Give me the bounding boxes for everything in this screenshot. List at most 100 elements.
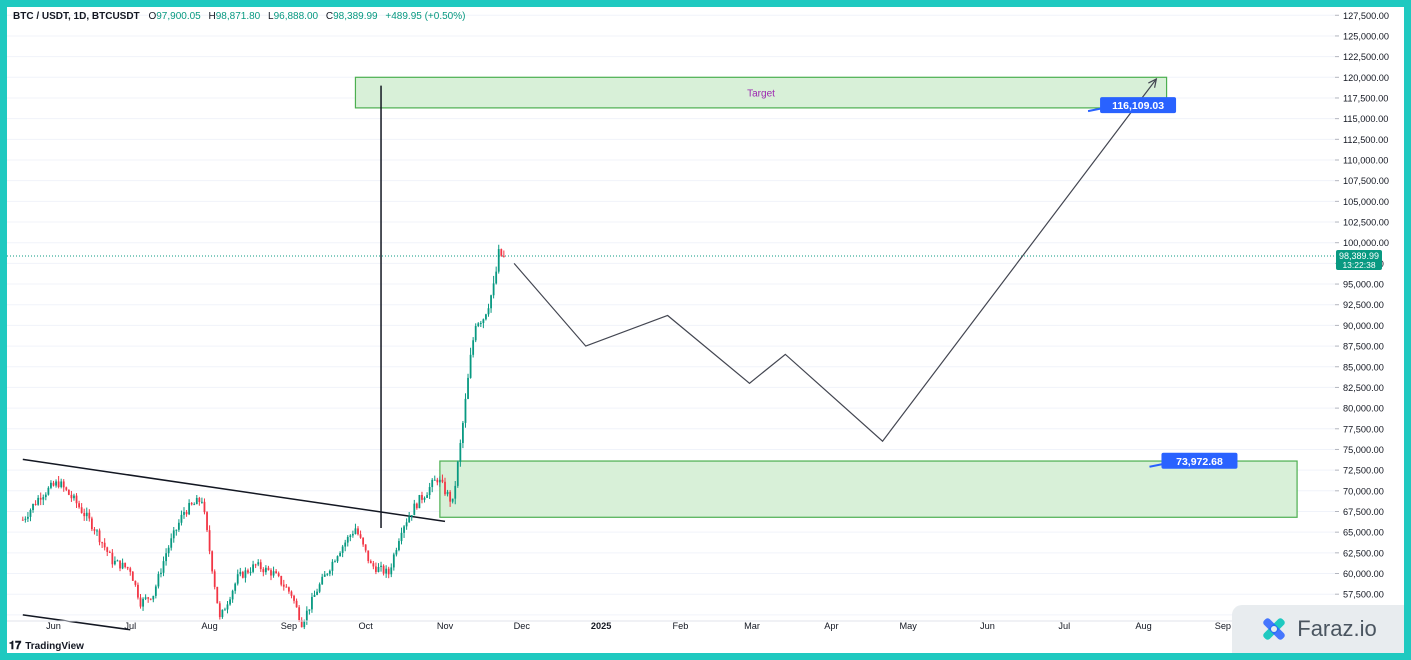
candle (221, 609, 224, 618)
candle (321, 576, 324, 585)
price-tick-label: 125,000.00 (1343, 31, 1389, 41)
tradingview-icon: 𝟏𝟕 (9, 640, 22, 652)
candle (502, 255, 505, 257)
candle (154, 586, 157, 596)
candle (241, 571, 244, 578)
candle (477, 323, 480, 327)
candle (27, 516, 29, 519)
candle (375, 566, 377, 572)
candle (500, 249, 503, 256)
faraz-brand: Faraz.io (1297, 616, 1377, 641)
candle (62, 481, 65, 488)
candle (21, 519, 24, 521)
candle (372, 563, 375, 567)
candle (438, 479, 441, 483)
candle (456, 461, 459, 486)
candle (428, 487, 431, 496)
upper-trendline[interactable] (22, 458, 446, 523)
candle (313, 594, 316, 597)
chart-frame: Target 116,109.03 73,972.68 127,500.00 125,0… (7, 7, 1404, 653)
symbol-title: BTC / USDT, 1D, BTCUSDT (13, 11, 140, 22)
candle (316, 591, 318, 595)
candle (444, 481, 446, 495)
candle (415, 503, 418, 509)
candle (224, 609, 226, 611)
lower-trendline[interactable] (22, 614, 131, 631)
candle (288, 587, 290, 592)
candle (190, 502, 193, 505)
candle (78, 503, 80, 508)
projection-path[interactable] (513, 78, 1157, 443)
candle (226, 604, 229, 610)
last-price-tag[interactable] (1336, 250, 1382, 271)
candle (395, 550, 398, 555)
target-zone-label: Target (747, 89, 775, 100)
candle (467, 377, 469, 399)
candle (277, 573, 280, 576)
price-tick-label: 87,500.00 (1343, 342, 1384, 352)
close-label: C (325, 11, 334, 22)
candle (431, 479, 434, 488)
candle (24, 518, 27, 520)
candle (213, 571, 216, 587)
price-tick-label: 100,000.00 (1343, 238, 1389, 248)
candle (106, 547, 109, 552)
candle (400, 532, 403, 542)
candle (139, 597, 142, 607)
price-tick-label: 72,500.00 (1343, 466, 1384, 476)
time-tick-label: Dec (514, 621, 531, 631)
price-tick-label: 90,000.00 (1343, 321, 1384, 331)
demand-zone[interactable] (439, 460, 1298, 518)
candle (272, 571, 275, 576)
price-tick-label: 122,500.00 (1343, 52, 1389, 62)
candle (485, 314, 487, 320)
candle (236, 574, 239, 584)
candle (454, 485, 457, 499)
candle (433, 479, 436, 481)
candle (211, 551, 214, 572)
candle (96, 530, 98, 532)
price-chart[interactable]: Target 116,109.03 73,972.68 127,500.00 125,0… (7, 7, 1404, 653)
candle (111, 552, 114, 565)
change-value: +489.95 (+0.50%) (385, 11, 466, 22)
price-axis[interactable] (1335, 7, 1404, 653)
candle (80, 507, 83, 513)
symbol-header: BTC / USDT, 1D, BTCUSDT O97,900.05 H98,8… (13, 11, 470, 22)
candle (398, 541, 400, 551)
candle (323, 574, 326, 577)
candle (70, 494, 73, 499)
candle (249, 571, 252, 573)
high-value: 98,871.80 (215, 11, 261, 22)
candle (418, 495, 421, 509)
price-tick-label: 80,000.00 (1343, 404, 1384, 414)
candle (206, 512, 208, 531)
target-zone[interactable] (354, 76, 1168, 109)
faraz-watermark: Faraz.io (1232, 605, 1404, 653)
candle (170, 538, 173, 548)
candle (387, 568, 390, 575)
candle (262, 569, 265, 573)
candle (201, 501, 203, 503)
candle (295, 600, 298, 608)
candle (369, 561, 372, 564)
candle (464, 398, 467, 423)
candle (116, 560, 119, 562)
price-callout[interactable] (1100, 97, 1177, 114)
tradingview-logo[interactable]: 𝟏𝟕 TradingView (9, 640, 84, 653)
low-value: 96,888.00 (273, 11, 319, 22)
candle (492, 283, 495, 296)
candle (157, 574, 160, 587)
candle (239, 571, 242, 575)
candle (229, 599, 231, 605)
candle (382, 565, 385, 574)
time-tick-label: Nov (437, 621, 454, 631)
candle (162, 561, 165, 573)
candle (403, 526, 405, 533)
candle (362, 537, 365, 545)
price-tick-label: 67,500.00 (1343, 507, 1384, 517)
candle (408, 516, 411, 523)
candle (218, 603, 221, 618)
price-callout[interactable] (1161, 452, 1238, 469)
candle (326, 573, 329, 575)
candle (90, 518, 93, 530)
